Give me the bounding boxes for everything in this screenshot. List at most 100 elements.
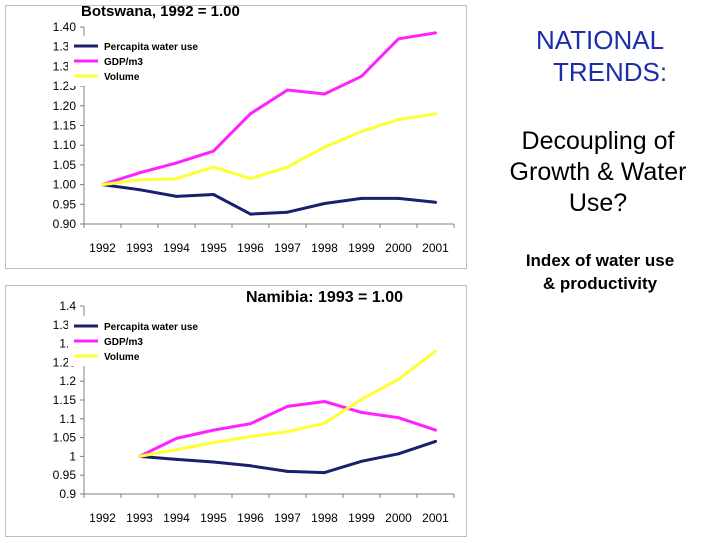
y-tick-label: 0.95 xyxy=(53,468,77,482)
y-tick-label: 1.20 xyxy=(53,99,77,113)
data-point-volume xyxy=(175,448,178,452)
data-point-percapita xyxy=(360,459,363,463)
series-line-percapita xyxy=(102,183,436,216)
series-line-volume xyxy=(102,112,436,187)
x-tick-label: 1998 xyxy=(311,241,338,255)
data-point-gdp xyxy=(175,161,178,165)
subheading-line-2: Growth & Water xyxy=(509,158,687,186)
namibia-chart-svg: 0.90.9511.051.11.151.21.251.31.351.41992… xyxy=(53,299,455,525)
legend-label-gdp: GDP/m3 xyxy=(104,57,143,68)
subheading-line-3: Use? xyxy=(568,189,628,217)
data-point-gdp xyxy=(212,428,215,432)
data-point-volume xyxy=(249,434,252,438)
x-tick-label: 1998 xyxy=(311,511,338,525)
data-point-volume xyxy=(286,430,289,434)
subheading-line-1: Decoupling of xyxy=(521,127,675,155)
data-point-percapita xyxy=(360,196,363,200)
x-tick-label: 1996 xyxy=(237,241,264,255)
y-tick-label: 1.2 xyxy=(59,374,76,388)
data-point-percapita xyxy=(434,200,437,204)
y-tick-label: 0.95 xyxy=(53,197,77,211)
data-point-volume xyxy=(360,129,363,133)
y-tick-label: 1.15 xyxy=(53,393,77,407)
data-point-percapita xyxy=(249,212,252,216)
botswana-chart: 0.90 0.95 1.00 1.05 1.10 1.15 1.20 1.25 1.30 1.35… xyxy=(5,3,467,269)
legend-label-percapita: Percapita water use xyxy=(104,322,198,333)
data-point-percapita xyxy=(138,188,141,192)
y-tick-label: 1.40 xyxy=(53,20,77,34)
y-tick-label: 1.1 xyxy=(59,412,76,426)
data-point-gdp xyxy=(434,31,437,35)
note-line-2: & productivity xyxy=(542,274,658,293)
data-point-gdp xyxy=(360,410,363,414)
data-point-percapita xyxy=(397,196,400,200)
y-tick-label: 1 xyxy=(69,449,76,463)
data-point-volume xyxy=(101,183,104,187)
data-point-volume xyxy=(323,145,326,149)
x-tick-label: 1994 xyxy=(163,511,190,525)
data-point-volume xyxy=(360,397,363,401)
data-point-volume xyxy=(212,165,215,169)
x-tick-label: 1992 xyxy=(89,511,116,525)
data-point-percapita xyxy=(286,469,289,473)
x-tick-label: 1995 xyxy=(200,511,227,525)
data-point-volume xyxy=(323,421,326,425)
data-point-percapita xyxy=(249,464,252,468)
data-point-gdp xyxy=(286,88,289,92)
data-point-percapita xyxy=(323,471,326,475)
legend-label-volume: Volume xyxy=(104,352,140,363)
data-point-gdp xyxy=(286,404,289,408)
data-point-volume xyxy=(286,165,289,169)
y-tick-label: 1.15 xyxy=(53,119,77,133)
x-tick-label: 1993 xyxy=(126,241,153,255)
namibia-chart: 0.9 0.95 1 1.05 1.1 1.15 1.2 1.25 1.3 1.35 1.4 1992… xyxy=(5,285,467,537)
y-tick-label: 1.00 xyxy=(53,178,77,192)
data-point-gdp xyxy=(212,149,215,153)
data-point-gdp xyxy=(323,92,326,96)
data-point-gdp xyxy=(249,422,252,426)
data-point-percapita xyxy=(434,439,437,443)
data-point-gdp xyxy=(397,37,400,41)
data-point-gdp xyxy=(360,74,363,78)
x-tick-label: 1999 xyxy=(348,511,375,525)
data-point-volume xyxy=(212,440,215,444)
x-tick-label: 1997 xyxy=(274,511,301,525)
legend-label-percapita: Percapita water use xyxy=(104,42,198,53)
x-tick-label: 1993 xyxy=(126,511,153,525)
data-point-percapita xyxy=(286,210,289,214)
data-point-gdp xyxy=(175,436,178,440)
series-line-gdp xyxy=(102,31,436,187)
y-tick-label: 0.90 xyxy=(53,217,77,231)
data-point-percapita xyxy=(175,457,178,461)
x-tick-label: 1996 xyxy=(237,511,264,525)
data-point-percapita xyxy=(323,202,326,206)
y-tick-label: 1.05 xyxy=(53,158,77,172)
namibia-chart-title: Namibia: 1993 = 1.00 xyxy=(246,289,403,306)
data-point-volume xyxy=(397,118,400,122)
y-tick-label: 0.9 xyxy=(59,487,76,501)
data-point-volume xyxy=(138,178,141,182)
data-point-gdp xyxy=(397,416,400,420)
x-tick-label: 1999 xyxy=(348,241,375,255)
botswana-chart-title: Botswana, 1992 = 1.00 xyxy=(81,3,240,20)
data-point-volume xyxy=(434,112,437,116)
data-point-volume xyxy=(175,177,178,181)
x-tick-label: 2000 xyxy=(385,241,412,255)
legend-label-gdp: GDP/m3 xyxy=(104,337,143,348)
x-tick-label: 2001 xyxy=(422,511,449,525)
data-point-percapita xyxy=(397,452,400,456)
y-tick-label: 1.10 xyxy=(53,138,77,152)
series-line-volume xyxy=(139,349,437,458)
y-tick-label: 1.05 xyxy=(53,431,77,445)
y-tick-label: 1.4 xyxy=(59,299,76,313)
x-tick-label: 2000 xyxy=(385,511,412,525)
legend-label-volume: Volume xyxy=(104,72,140,83)
data-point-gdp xyxy=(249,112,252,116)
x-tick-label: 1992 xyxy=(89,241,116,255)
x-tick-label: 1997 xyxy=(274,241,301,255)
x-tick-label: 1995 xyxy=(200,241,227,255)
series-line-percapita xyxy=(139,439,436,475)
data-point-percapita xyxy=(175,194,178,198)
data-point-percapita xyxy=(212,192,215,196)
note-line-1: Index of water use xyxy=(525,251,675,270)
